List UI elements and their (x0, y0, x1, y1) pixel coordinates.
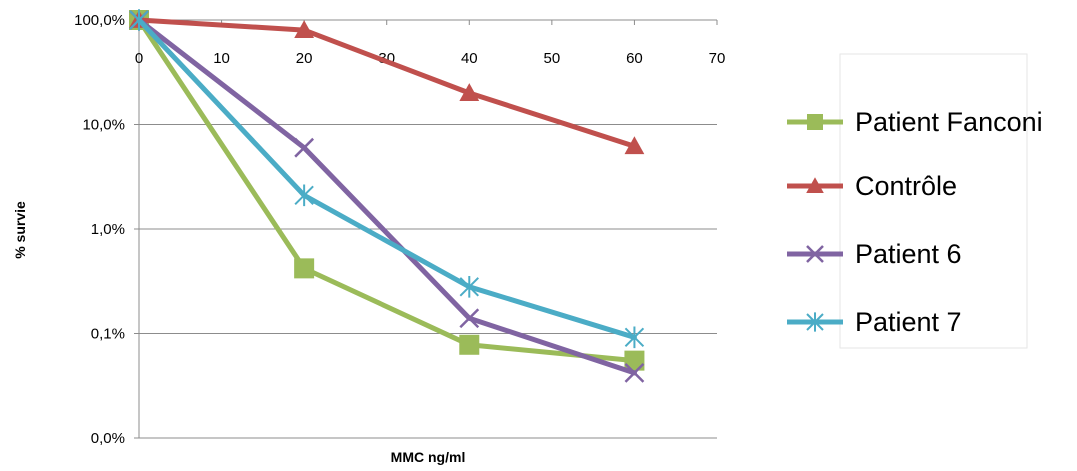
gridlines (139, 19, 717, 334)
x-tick-label: 70 (709, 50, 726, 67)
data-point (624, 136, 645, 155)
legend-label: Contrôle (855, 171, 957, 201)
series-1 (129, 10, 645, 155)
data-point (624, 350, 645, 371)
legend-marker (807, 114, 823, 130)
legend-entry-0: Patient Fanconi (787, 107, 1043, 137)
legend-entry-2: Patient 6 (787, 239, 962, 269)
y-tick-label: 0,1% (91, 326, 125, 343)
x-axis-ticks: 0 10 20 30 40 50 60 70 (135, 20, 726, 67)
data-point (459, 275, 479, 298)
x-tick-label: 10 (213, 50, 230, 67)
data-point (129, 9, 149, 31)
y-tick-label: 0,0% (91, 430, 125, 447)
x-tick-label: 60 (626, 50, 643, 67)
series-3 (129, 9, 645, 349)
data-point (459, 83, 480, 101)
y-tick-label: 10,0% (82, 117, 125, 134)
y-tick-label: 1,0% (91, 221, 125, 238)
series-line (136, 17, 637, 149)
data-point (624, 362, 645, 383)
legend-entry-1: Contrôle (787, 171, 957, 201)
series-layer (129, 9, 645, 383)
legend: Patient Fanconi Contrôle Patient 6 Patient … (787, 107, 1043, 337)
y-tick-label: 100,0% (74, 12, 125, 29)
data-point (294, 137, 315, 158)
x-tick-label: 50 (544, 50, 561, 67)
x-tick-label: 40 (461, 50, 478, 67)
legend-marker (806, 177, 824, 194)
data-point (624, 326, 645, 349)
legend-label: Patient 6 (855, 239, 962, 269)
series-line (136, 17, 637, 340)
data-point (459, 334, 480, 355)
x-tick-label: 20 (296, 50, 313, 67)
legend-marker (806, 245, 824, 263)
y-axis-title: % survie (12, 201, 28, 259)
x-tick-label: 0 (135, 50, 143, 67)
legend-entry-3: Patient 7 (787, 307, 962, 337)
x-axis-title: MMC ng/ml (391, 449, 466, 465)
series-line (136, 17, 637, 364)
legend-label: Patient 7 (855, 307, 962, 337)
data-point (294, 184, 314, 207)
legend-label: Patient Fanconi (855, 107, 1043, 137)
data-point (459, 308, 480, 329)
data-point (294, 258, 315, 279)
series-line (136, 17, 637, 376)
data-point (294, 20, 315, 39)
y-axis-ticks: 100,0% 10,0% 1,0% 0,1% 0,0% (74, 12, 139, 447)
legend-box (839, 53, 1028, 349)
legend-marker (806, 312, 824, 332)
